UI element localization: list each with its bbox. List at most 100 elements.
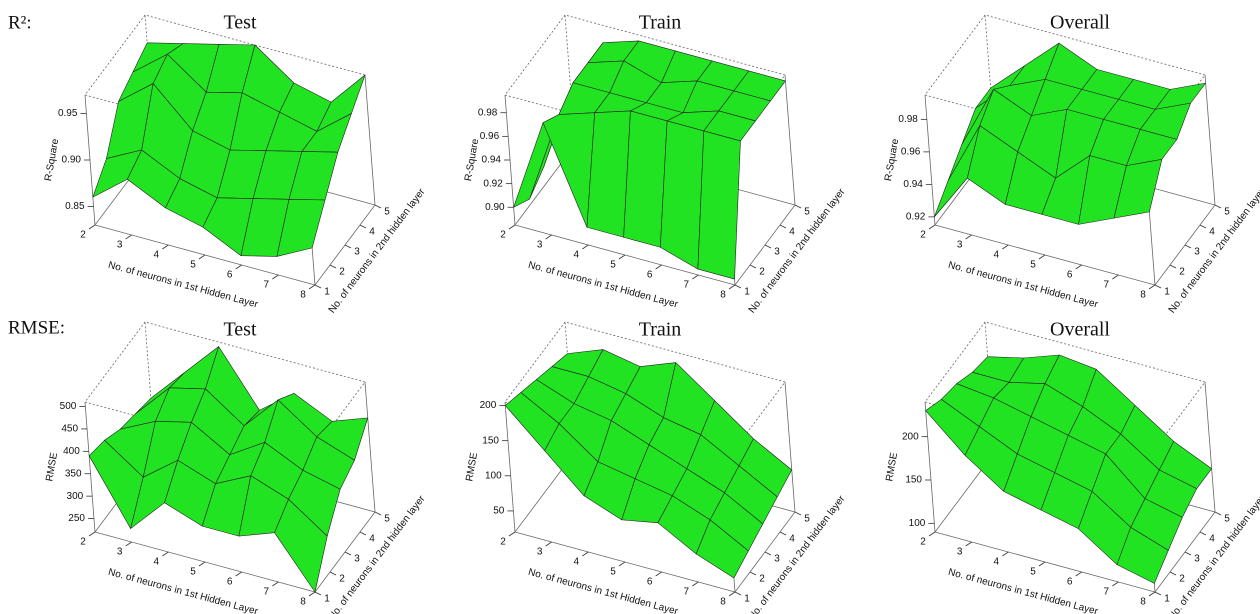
x-tick — [125, 541, 132, 547]
y-tick — [779, 531, 787, 536]
x-tick-label: 7 — [264, 587, 270, 598]
chart-title: Overall — [1050, 319, 1110, 341]
z-tick-label: 450 — [61, 424, 78, 435]
z-tick-label: 0.96 — [480, 131, 500, 142]
x-tick-label: 8 — [300, 597, 306, 608]
x-tick-label: 2 — [500, 230, 506, 241]
z-tick-label: 100 — [909, 518, 926, 529]
x-axis-label: No. of neurons in 1st Hidden Layer — [527, 260, 680, 311]
x-tick — [198, 561, 206, 567]
chart-title: Train — [639, 319, 682, 341]
y-tick-label: 1 — [1164, 594, 1170, 605]
z-tick-label: 0.92 — [906, 212, 926, 223]
surface-facet — [623, 110, 668, 248]
x-tick-label: 3 — [117, 240, 123, 251]
y-tick — [344, 244, 352, 249]
z-tick-label: 200 — [902, 431, 919, 442]
y-tick-label: 4 — [1209, 534, 1215, 545]
chart-title: Test — [223, 319, 256, 341]
z-tick-label: 300 — [67, 491, 84, 502]
x-tick-label: 7 — [1104, 587, 1110, 598]
y-tick-label: 1 — [324, 287, 330, 298]
z-tick-label: 500 — [60, 401, 77, 412]
y-tick — [329, 571, 337, 576]
z-tick-label: 0.90 — [485, 202, 505, 213]
surface-facet — [695, 519, 749, 579]
x-tick — [1002, 244, 1009, 250]
y-tick — [1184, 244, 1192, 249]
x-tick-label: 6 — [227, 577, 233, 588]
y-tick — [764, 551, 772, 556]
x-tick — [1112, 581, 1119, 587]
y-tick-label: 1 — [744, 287, 750, 298]
y-tick — [794, 511, 802, 516]
y-axis-label: No. of neurons in 2nd hidden layer — [327, 186, 428, 315]
x-tick-label: 3 — [117, 547, 123, 558]
surface-facet — [660, 120, 705, 270]
box-edge — [924, 14, 986, 96]
x-tick-label: 4 — [154, 557, 160, 568]
x-tick — [728, 591, 736, 597]
y-tick — [734, 284, 742, 289]
y-tick — [374, 204, 382, 209]
x-tick-label: 2 — [80, 537, 86, 548]
z-tick-label: 50 — [493, 506, 505, 517]
x-tick — [582, 244, 589, 250]
surface-facet — [1113, 159, 1163, 219]
box-edge — [924, 94, 936, 226]
row-label: R²: — [8, 12, 32, 33]
chart-title: Overall — [1050, 12, 1110, 34]
x-axis-label: No. of neurons in 1st Hidden Layer — [947, 567, 1100, 614]
z-tick-label: 0.96 — [901, 147, 921, 158]
z-tick-label: 0.85 — [65, 201, 85, 212]
x-tick — [692, 581, 699, 587]
y-tick-label: 2 — [339, 267, 345, 278]
x-tick — [235, 264, 242, 270]
y-tick — [794, 204, 802, 209]
y-tick — [344, 551, 352, 556]
x-tick — [162, 551, 169, 557]
x-tick-label: 3 — [957, 240, 963, 251]
x-tick — [308, 284, 316, 290]
box-edge — [924, 401, 936, 533]
x-tick — [928, 531, 936, 537]
x-tick-label: 3 — [537, 547, 543, 558]
z-axis-label: RMSE — [884, 452, 900, 483]
x-tick-label: 4 — [574, 557, 580, 568]
y-tick-label: 3 — [354, 247, 360, 258]
x-tick-label: 7 — [684, 280, 690, 291]
y-tick-label: 3 — [774, 554, 780, 565]
x-tick-label: 8 — [1140, 290, 1146, 301]
box-edge — [364, 381, 376, 513]
z-tick-label: 0.92 — [483, 178, 503, 189]
x-tick-label: 7 — [684, 587, 690, 598]
y-tick-label: 5 — [804, 514, 810, 525]
x-tick — [965, 541, 972, 547]
x-tick-label: 5 — [1030, 260, 1036, 271]
box-edge — [504, 401, 516, 533]
y-tick — [314, 591, 322, 596]
surface-facet — [276, 198, 326, 257]
y-tick-label: 4 — [1209, 227, 1215, 238]
y-axis-label: No. of neurons in 2nd hidden layer — [747, 186, 848, 315]
y-tick-label: 1 — [324, 594, 330, 605]
x-tick — [308, 591, 316, 597]
x-tick-label: 6 — [1067, 270, 1073, 281]
box-edge — [784, 74, 796, 206]
x-tick-label: 2 — [920, 230, 926, 241]
y-tick — [359, 531, 367, 536]
surface-facet — [586, 110, 631, 238]
chart-title: Train — [639, 12, 682, 34]
surface-facet — [274, 498, 328, 593]
z-axis-label: R-Square — [43, 138, 61, 182]
x-tick — [545, 234, 552, 240]
y-tick — [749, 571, 757, 576]
x-tick — [1038, 561, 1046, 567]
x-tick-label: 5 — [190, 567, 196, 578]
y-tick-label: 5 — [1224, 514, 1230, 525]
x-tick — [508, 531, 516, 537]
x-tick — [272, 274, 279, 280]
